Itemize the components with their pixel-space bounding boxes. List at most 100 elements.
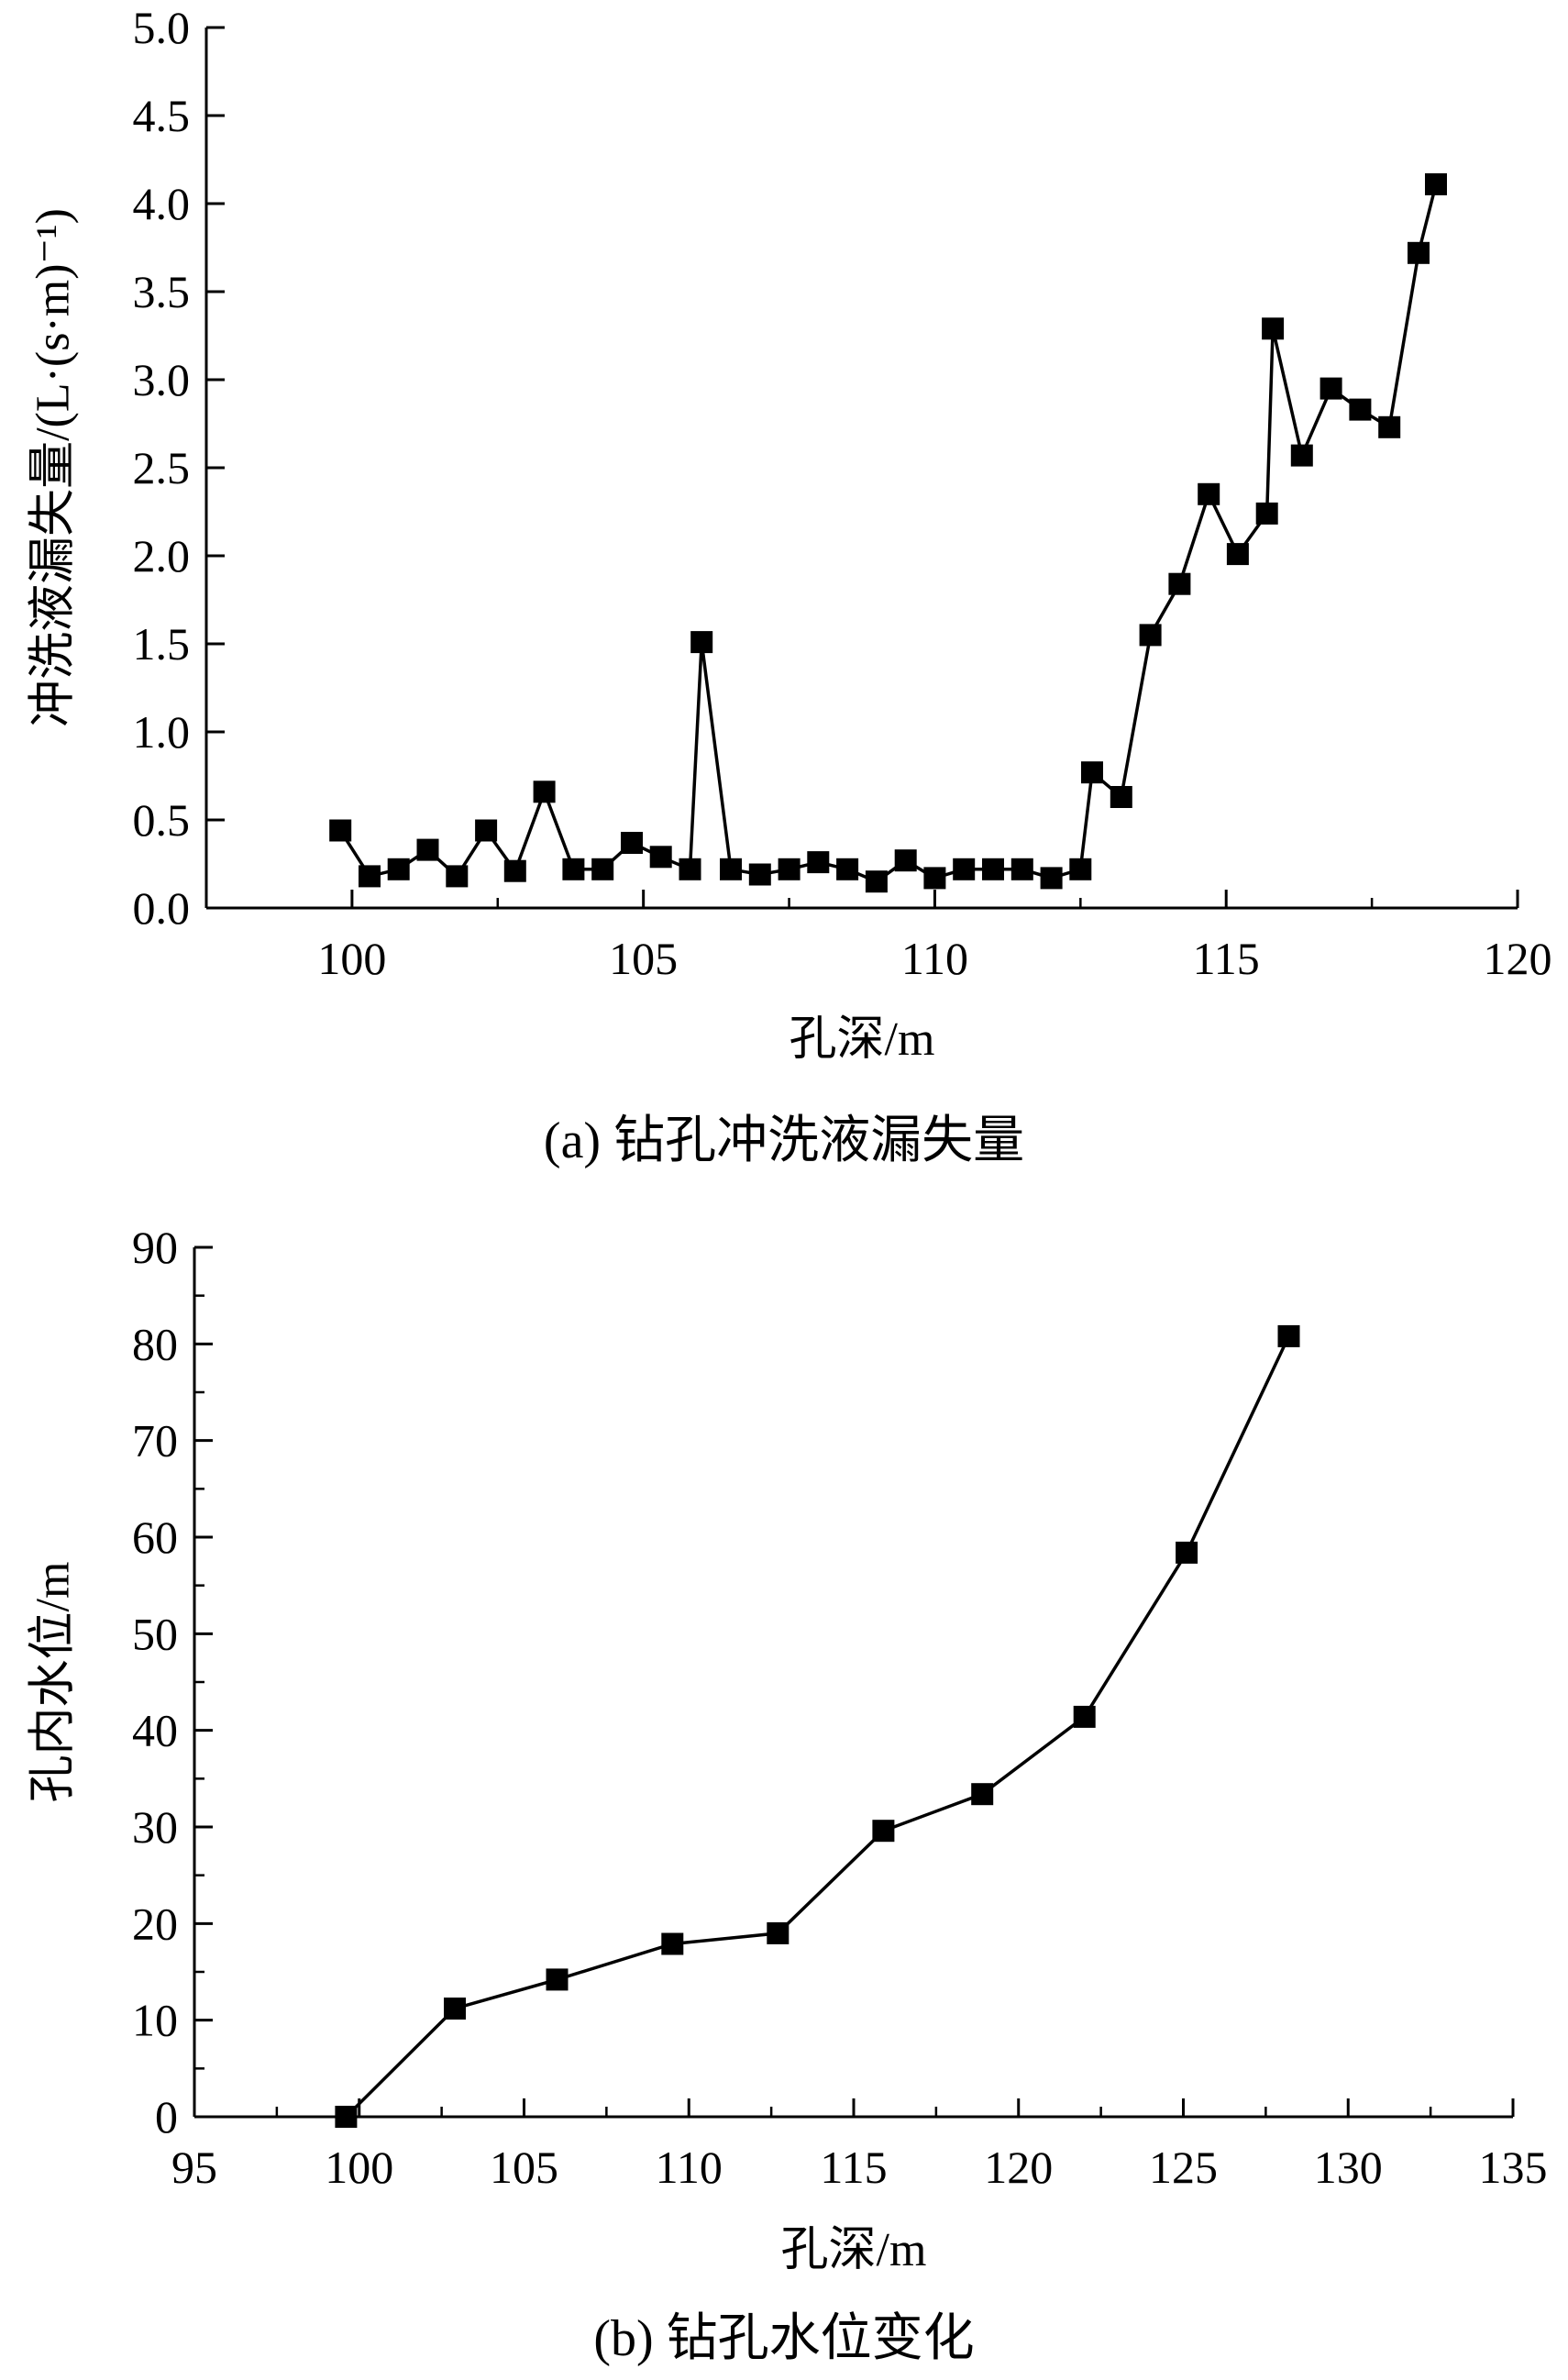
y-tick-label: 60 [132, 1511, 178, 1563]
y-tick-label: 40 [132, 1705, 178, 1756]
x-tick-label: 110 [656, 2142, 723, 2193]
data-point-marker [1069, 858, 1092, 880]
x-tick-label: 120 [984, 2142, 1053, 2193]
data-point-marker [1040, 867, 1063, 890]
y-tick-label: 1.5 [133, 618, 191, 670]
x-tick-label: 115 [1193, 933, 1260, 984]
data-point-marker [807, 851, 830, 874]
chart-a-x-axis-title: 孔深/m [790, 1013, 935, 1066]
chart-a-leakage: 100 105 110 115 120 0.0 0.5 1.0 1.5 2.0 2.5 3.0 3.5 4… [28, 2, 1552, 1169]
x-tick-label: 105 [609, 933, 678, 984]
chart-b-water-level: 95 100 105 110 115 120 125 130 135 0 10 20 30 40 50 60 7… [28, 1222, 1548, 2367]
y-tick-label: 10 [132, 1995, 178, 2046]
x-tick-label: 135 [1479, 2142, 1548, 2193]
y-tick-label: 50 [132, 1608, 178, 1659]
data-point-marker [1349, 398, 1372, 421]
data-point-marker [1255, 502, 1278, 525]
chart-a-y-axis-title: 冲洗液漏失量/(L·(s·m)⁻¹) [28, 208, 80, 727]
data-point-marker [1198, 482, 1220, 505]
data-point-marker [503, 859, 526, 882]
chart-b-caption: (b) 钻孔水位变化 [593, 2310, 974, 2367]
y-tick-label: 0.0 [133, 882, 191, 934]
y-tick-label: 80 [132, 1318, 178, 1369]
data-point-marker [621, 832, 643, 854]
data-point-marker [359, 865, 381, 888]
y-tick-label: 3.5 [133, 266, 191, 317]
data-point-marker [591, 858, 614, 880]
data-point-marker [971, 1783, 994, 1806]
x-tick-label: 95 [171, 2142, 217, 2193]
x-tick-label: 130 [1314, 2142, 1383, 2193]
data-point-marker [661, 1932, 684, 1955]
x-tick-label: 115 [820, 2142, 887, 2193]
data-point-marker [475, 819, 498, 842]
data-point-marker [335, 2106, 358, 2128]
chart-a-axes [204, 28, 1518, 910]
data-point-marker [778, 858, 801, 880]
y-tick-label: 3.0 [133, 354, 191, 405]
y-tick-label: 20 [132, 1898, 178, 1949]
data-point-marker [679, 858, 701, 880]
chart-a-caption: (a) 钻孔冲洗液漏失量 [544, 1113, 1024, 1169]
data-point-marker [1176, 1541, 1198, 1564]
data-point-marker [416, 838, 439, 861]
data-point-marker [562, 858, 585, 880]
x-tick-label: 125 [1149, 2142, 1218, 2193]
x-tick-label: 120 [1484, 933, 1552, 984]
data-point-marker [953, 858, 976, 880]
data-point-marker [1139, 624, 1162, 647]
y-tick-label: 30 [132, 1801, 178, 1853]
data-point-marker [1320, 377, 1342, 400]
chart-b-axes [193, 1247, 1513, 2119]
data-point-marker [1226, 543, 1249, 566]
data-point-marker [767, 1921, 790, 1944]
data-point-marker [748, 863, 771, 886]
y-tick-label: 2.5 [133, 442, 191, 493]
chart-b-ticks [193, 1245, 1515, 2119]
data-point-marker [444, 1998, 466, 2020]
chart-a-tick-labels: 100 105 110 115 120 0.0 0.5 1.0 1.5 2.0 2.5 3.0 3.5 4… [133, 2, 1552, 984]
data-point-marker [1168, 572, 1191, 595]
chart-b-y-axis-title: 孔内水位/m [28, 1562, 80, 1803]
data-point-marker [387, 858, 410, 880]
data-point-marker [894, 849, 917, 872]
x-tick-label: 100 [317, 933, 386, 984]
chart-a-ticks [204, 26, 1519, 910]
data-point-marker [720, 858, 742, 880]
y-tick-label: 0.5 [133, 794, 191, 846]
x-tick-label: 105 [490, 2142, 558, 2193]
chart-a-series [329, 172, 1447, 893]
chart-b-series [335, 1324, 1300, 2128]
data-point-marker [1081, 761, 1103, 784]
y-tick-label: 1.0 [133, 706, 191, 758]
chart-b-tick-labels: 95 100 105 110 115 120 125 130 135 0 10 20 30 40 50 60 7… [132, 1222, 1548, 2193]
data-point-marker [836, 858, 859, 880]
data-point-marker [982, 858, 1004, 880]
series-line [345, 1335, 1291, 2119]
data-point-marker [1290, 444, 1313, 467]
y-tick-label: 70 [132, 1415, 178, 1467]
data-point-marker [872, 1820, 895, 1843]
y-tick-label: 4.0 [133, 178, 191, 229]
data-point-marker [1262, 317, 1285, 340]
x-tick-label: 100 [325, 2142, 393, 2193]
data-point-marker [865, 870, 888, 893]
data-point-marker [923, 867, 946, 890]
y-tick-label: 5.0 [133, 2, 191, 53]
y-tick-label: 4.5 [133, 90, 191, 141]
series-line [338, 183, 1438, 884]
y-tick-label: 0 [155, 2091, 178, 2142]
data-point-marker [1378, 415, 1401, 438]
y-tick-label: 2.0 [133, 530, 191, 581]
data-point-marker [446, 865, 469, 888]
data-point-marker [1425, 172, 1447, 195]
data-point-marker [329, 819, 352, 842]
y-tick-label: 90 [132, 1222, 178, 1273]
data-point-marker [533, 780, 556, 803]
data-point-marker [1408, 241, 1430, 264]
data-point-marker [1110, 786, 1132, 808]
data-point-marker [1073, 1705, 1096, 1728]
x-tick-label: 110 [901, 933, 968, 984]
data-point-marker [546, 1968, 569, 1991]
